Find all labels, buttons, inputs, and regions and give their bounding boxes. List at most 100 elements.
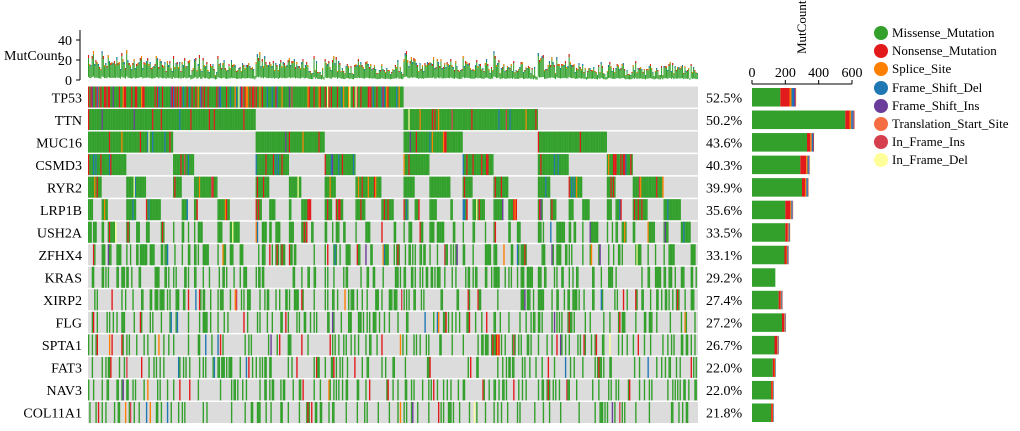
sample-count-bar [220,63,221,78]
mutation-cell [259,402,260,423]
mutation-cell [169,87,170,108]
mutation-cell [258,132,259,153]
mutation-cell [262,132,263,153]
mutation-cell [194,177,195,198]
mutation-cell [151,109,152,130]
mutation-cell [686,312,687,333]
mutation-cell [540,154,541,175]
mutation-cell [437,267,438,288]
mutation-cell [385,199,386,220]
sample-count-bar-cap [390,74,391,75]
mutation-cell [131,199,132,220]
mutation-cell [558,222,559,243]
sample-count-bar [346,66,347,78]
mutation-cell [364,87,365,108]
gene-label: FLG [56,317,82,332]
mutation-cell [608,267,609,288]
mutation-cell [415,154,416,175]
mutation-cell [554,154,555,175]
sample-count-bar [343,71,344,79]
mutation-cell [456,244,457,265]
matrix-row-background [88,267,698,288]
mutation-cell [332,87,333,108]
mutation-cell [608,154,609,175]
mutation-cell [476,267,477,288]
mutation-cell [397,87,398,108]
gene-count-bar-segment [779,291,781,310]
mutation-cell [206,402,207,423]
mutation-cell [312,132,313,153]
sample-count-bar-cap [222,63,223,65]
mutation-cell [641,289,642,310]
mutation-cell [476,357,477,378]
top-mutcount-bars [88,50,698,80]
mutation-cell [433,177,434,198]
sample-count-bar-cap [137,63,138,65]
mutation-cell [566,379,567,400]
mutation-cell [574,222,575,243]
mutation-cell [503,109,504,130]
mutation-cell [406,132,407,153]
mutation-cell [118,244,119,265]
mutation-cell [602,132,603,153]
sample-count-bar-cap [628,74,629,75]
sample-count-bar [440,59,441,77]
mutation-cell [259,357,260,378]
mutation-cell [301,222,302,243]
sample-count-bar [625,75,626,79]
mutation-cell [153,87,154,108]
mutation-cell [445,109,446,130]
mutation-cell [132,199,133,220]
sample-count-bar-cap [678,67,679,69]
sample-count-bar [131,69,132,79]
sample-count-bar [697,73,698,79]
mutation-cell [384,87,385,108]
mutation-cell [553,199,554,220]
mutation-cell [203,312,204,333]
mutation-cell [561,312,562,333]
sample-count-bar-cap [491,67,492,69]
mutation-cell [110,109,111,130]
mutation-cell [427,109,428,130]
mutation-cell [230,87,231,108]
mutation-cell [447,109,448,130]
sample-count-bar [487,64,488,78]
mutation-cell [675,199,676,220]
mutation-cell [246,357,247,378]
sample-count-bar-cap [270,64,271,66]
mutation-cell [273,154,274,175]
mutation-cell [264,244,265,265]
sample-count-bar-cap [147,58,148,61]
mutation-cell [278,132,279,153]
mutation-cell [256,87,257,108]
mutation-cell [693,244,694,265]
sample-count-bar [681,66,682,78]
mutation-cell [556,132,557,153]
mutation-cell [545,132,546,153]
mutation-cell [477,289,478,310]
sample-count-bar-cap [530,73,531,74]
mutation-cell [267,87,268,108]
mutation-cell [561,222,562,243]
mutation-cell [103,267,104,288]
sample-count-bar-cap [634,70,635,71]
mutation-cell [550,199,551,220]
mutation-cell [307,87,308,108]
mutation-cell [177,177,178,198]
mutation-cell [459,132,460,153]
mutation-cell [291,244,292,265]
mutation-cell [153,357,154,378]
sample-count-bar [540,58,541,77]
mutation-cell [123,87,124,108]
mutation-cell [240,267,241,288]
sample-count-bar [330,67,331,78]
mutation-cell [609,312,610,333]
mutation-cell [131,87,132,108]
sample-count-bar-cap [185,66,186,68]
mutation-cell [411,154,412,175]
mutation-cell [597,132,598,153]
mutation-cell [113,87,114,108]
sample-count-bar-cap [582,64,583,66]
mutation-cell [304,199,305,220]
mutation-cell [95,402,96,423]
